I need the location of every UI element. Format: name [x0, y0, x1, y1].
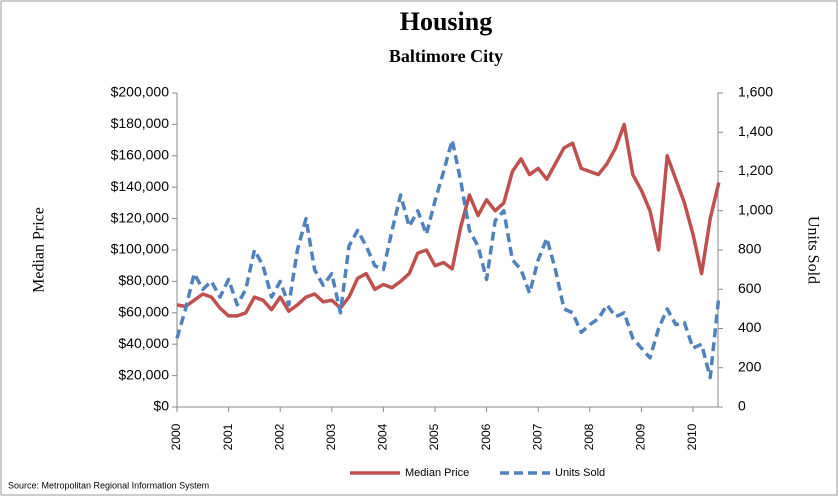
x-tick-label: 2006: [479, 423, 493, 450]
chart-subtitle: Baltimore City: [389, 46, 503, 66]
series-line: [176, 122, 721, 318]
y2-tick-label: 200: [738, 358, 762, 374]
y-tick-label: $80,000: [118, 272, 169, 288]
y2-axis-label: Units Sold: [804, 216, 821, 284]
x-tick-label: 2008: [582, 423, 596, 450]
x-tick-label: 2005: [427, 423, 441, 450]
x-tick-label: 2001: [221, 423, 235, 450]
y2-tick-label: 600: [738, 280, 762, 296]
x-tick-label: 2000: [169, 423, 183, 450]
x-tick-label: 2004: [376, 423, 390, 450]
y-tick-label: $120,000: [111, 209, 170, 225]
y2-tick-label: 400: [738, 319, 762, 335]
y-tick-label: $160,000: [111, 147, 170, 163]
y2-tick-label: 0: [738, 398, 746, 414]
y2-tick-label: 1,600: [738, 84, 773, 100]
legend-label: Median Price: [405, 467, 469, 479]
y-tick-label: $60,000: [118, 304, 169, 320]
y-tick-label: $200,000: [111, 84, 170, 100]
legend-label: Units Sold: [555, 467, 605, 479]
y2-tick-label: 800: [738, 241, 762, 257]
y-tick-label: $0: [153, 398, 169, 414]
y-tick-label: $100,000: [111, 241, 170, 257]
y-tick-label: $20,000: [118, 366, 169, 382]
x-tick-label: 2003: [324, 423, 338, 450]
x-tick-label: 2009: [634, 423, 648, 450]
x-tick-label: 2010: [685, 423, 699, 450]
y2-tick-label: 1,200: [738, 162, 773, 178]
y-axis-label: Median Price: [31, 207, 48, 293]
y2-tick-label: 1,000: [738, 201, 773, 217]
x-tick-label: 2002: [272, 423, 286, 450]
y2-tick-label: 1,400: [738, 123, 773, 139]
y-tick-label: $180,000: [111, 115, 170, 131]
series-line: [175, 138, 721, 380]
y-tick-label: $40,000: [118, 335, 169, 351]
x-tick-label: 2007: [530, 423, 544, 450]
chart-title: Housing: [400, 7, 493, 36]
y-tick-label: $140,000: [111, 178, 170, 194]
source-note: Source: Metropolitan Regional Informatio…: [8, 480, 209, 490]
